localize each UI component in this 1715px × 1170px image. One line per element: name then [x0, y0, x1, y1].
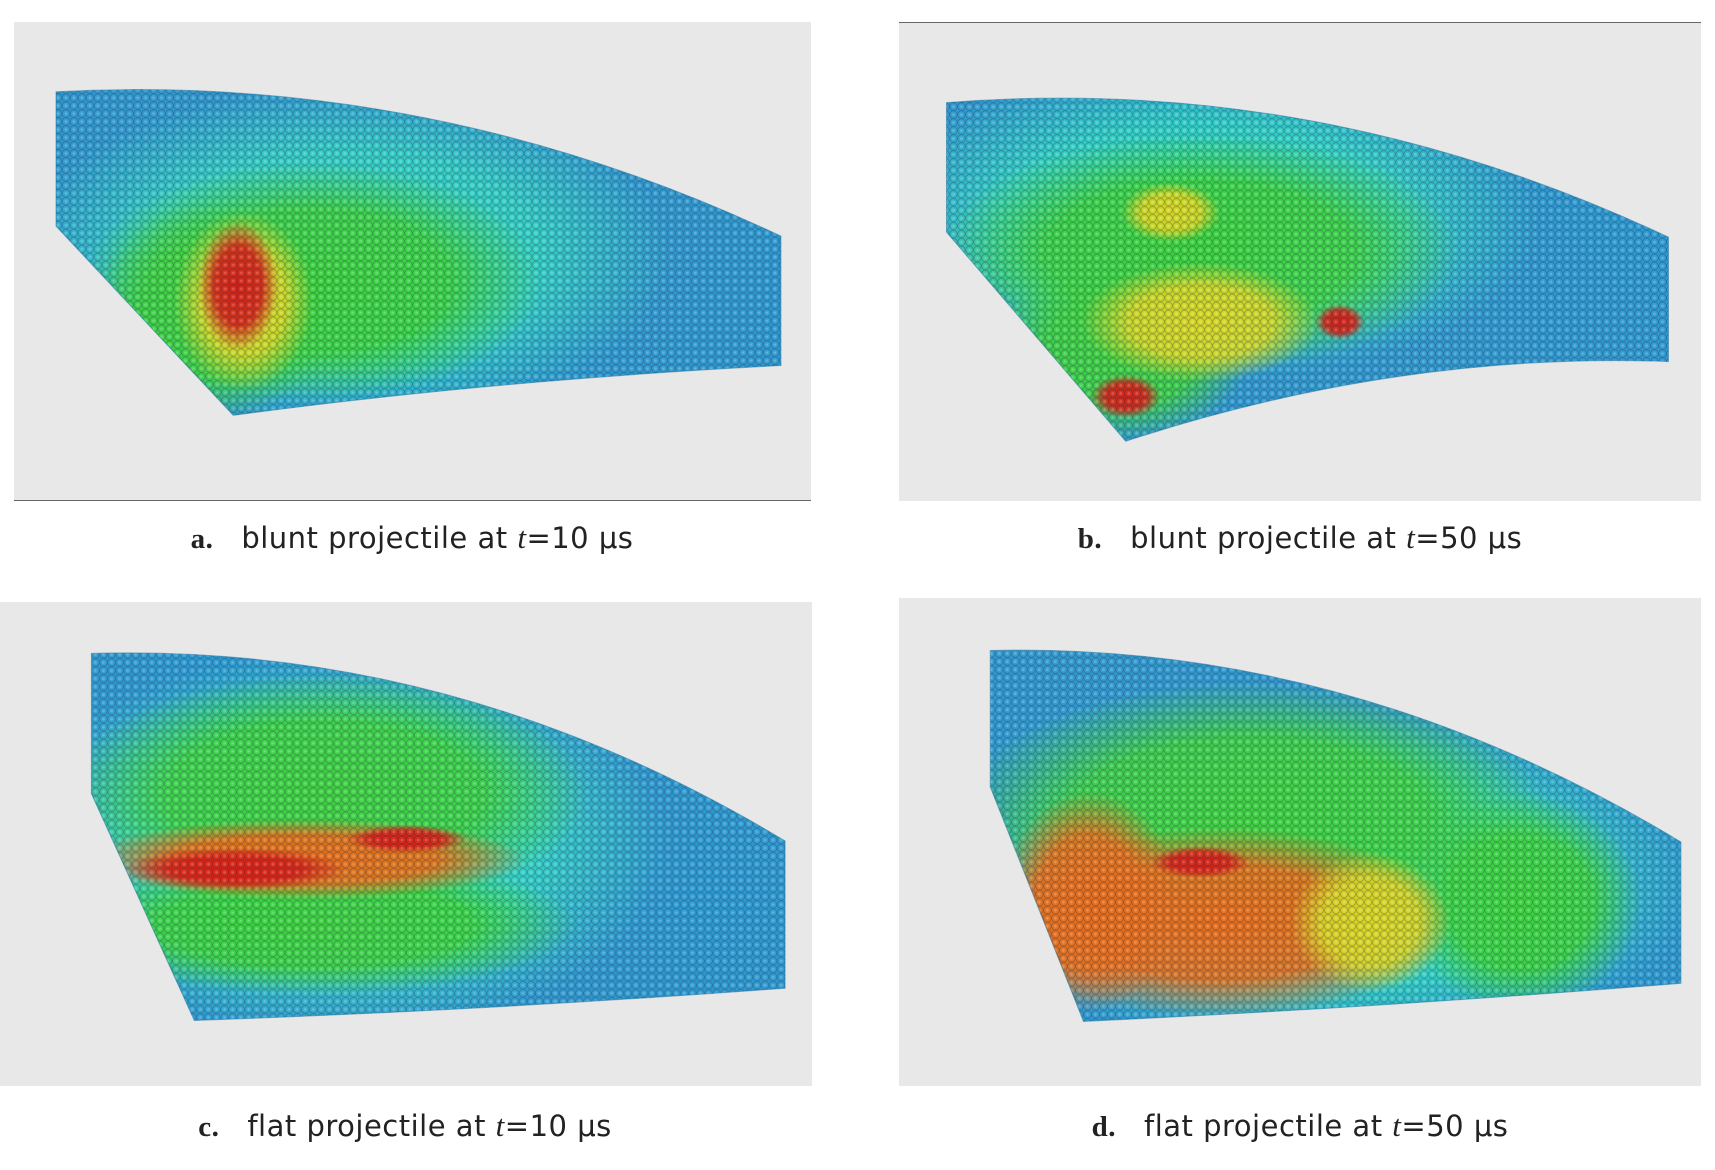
- panel-label: c.: [198, 1111, 220, 1143]
- particle-block: [946, 98, 1669, 442]
- caption-text: flat projectile at: [247, 1109, 486, 1143]
- block-outline: [989, 649, 1682, 1022]
- caption-variable: t: [495, 1108, 505, 1143]
- caption-value: =50 μs: [1415, 521, 1523, 555]
- caption: c. flat projectile at t=10 μs: [5, 1108, 805, 1144]
- particle-block: [91, 652, 786, 1021]
- particle-texture: [55, 89, 781, 416]
- caption-variable: t: [517, 520, 527, 555]
- caption: d. flat projectile at t=50 μs: [900, 1108, 1700, 1144]
- caption-text: blunt projectile at: [241, 521, 508, 555]
- caption-value: =10 μs: [504, 1109, 612, 1143]
- caption-text: flat projectile at: [1143, 1109, 1383, 1143]
- panel-label: b.: [1077, 523, 1103, 555]
- particle-texture: [91, 652, 786, 1021]
- caption-variable: t: [1406, 520, 1416, 555]
- panel-label: d.: [1091, 1111, 1116, 1143]
- particle-block: [55, 89, 781, 416]
- particle-texture: [990, 650, 1681, 1022]
- caption-value: =10 μs: [526, 521, 634, 555]
- caption: b. blunt projectile at t=50 μs: [900, 520, 1700, 556]
- panel-image: [899, 22, 1701, 501]
- panel-image: [899, 598, 1701, 1086]
- caption-text: blunt projectile at: [1130, 521, 1397, 555]
- caption: a. blunt projectile at t=10 μs: [12, 520, 812, 556]
- panel-label: a.: [190, 523, 214, 555]
- panel-image: [0, 602, 812, 1086]
- block-outline: [945, 97, 1669, 442]
- particle-block: [990, 650, 1681, 1022]
- caption-variable: t: [1392, 1108, 1402, 1143]
- caption-value: =50 μs: [1401, 1109, 1509, 1143]
- panel-image: [14, 22, 811, 501]
- block-outline: [90, 652, 786, 1021]
- block-outline: [55, 89, 782, 416]
- particle-texture: [946, 98, 1669, 442]
